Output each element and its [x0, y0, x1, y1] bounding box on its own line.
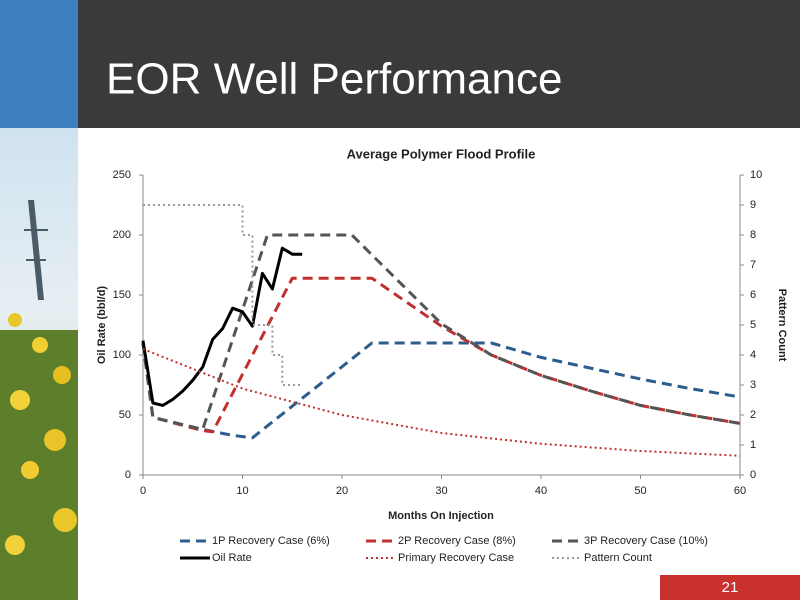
chart-title: Average Polymer Flood Profile [347, 146, 536, 161]
y-tick-label: 150 [113, 289, 131, 301]
y-tick-label: 100 [113, 349, 131, 361]
page-number-box [660, 575, 800, 600]
y2-tick-label: 9 [750, 199, 756, 211]
y2-tick-label: 2 [750, 409, 756, 421]
header [78, 0, 800, 128]
photo-details [0, 200, 78, 600]
x-tick-label: 10 [236, 485, 248, 497]
slide-title: EOR Well Performance [106, 55, 562, 104]
legend-label: Primary Recovery Case [398, 552, 514, 564]
y2-tick-label: 7 [750, 259, 756, 271]
x-tick-label: 40 [535, 485, 547, 497]
y2-tick-label: 5 [750, 319, 756, 331]
legend-label: 1P Recovery Case (6%) [212, 535, 330, 547]
x-tick-label: 60 [734, 485, 746, 497]
y2-tick-label: 6 [750, 289, 756, 301]
x-tick-label: 50 [634, 485, 646, 497]
y-tick-label: 200 [113, 229, 131, 241]
legend-label: Oil Rate [212, 552, 252, 564]
y-tick-label: 50 [119, 409, 131, 421]
series-line [141, 233, 741, 431]
series-line [141, 246, 303, 407]
y2-axis-label: Pattern Count [776, 289, 788, 362]
y-tick-label: 0 [125, 469, 131, 481]
y2-tick-label: 0 [750, 469, 756, 481]
x-tick-label: 20 [336, 485, 348, 497]
y2-tick-label: 1 [750, 439, 756, 451]
series-line [142, 348, 741, 457]
y2-tick-label: 4 [750, 349, 756, 361]
x-axis-label: Months On Injection [388, 510, 494, 522]
y2-tick-label: 10 [750, 169, 762, 181]
legend-label: 2P Recovery Case (8%) [398, 535, 516, 547]
y2-tick-label: 8 [750, 229, 756, 241]
series-line [141, 341, 741, 440]
x-tick-label: 30 [435, 485, 447, 497]
y-axis-label: Oil Rate (bbl/d) [96, 286, 108, 365]
y2-tick-label: 3 [750, 379, 756, 391]
page-number: 21 [722, 579, 739, 596]
legend-label: 3P Recovery Case (10%) [584, 535, 708, 547]
x-tick-label: 0 [140, 485, 146, 497]
legend-label: Pattern Count [584, 552, 652, 564]
y-tick-label: 250 [113, 169, 131, 181]
accent-block [0, 0, 78, 128]
